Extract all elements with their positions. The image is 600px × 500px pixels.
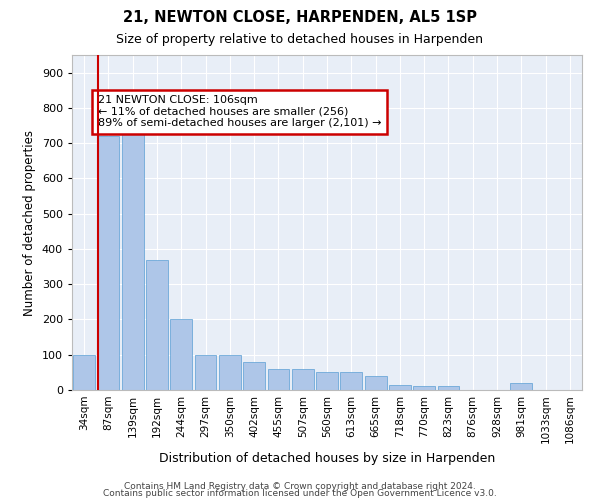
Bar: [170, 320, 192, 390]
Bar: [292, 369, 314, 390]
Text: 21, NEWTON CLOSE, HARPENDEN, AL5 1SP: 21, NEWTON CLOSE, HARPENDEN, AL5 1SP: [123, 10, 477, 25]
Bar: [316, 372, 338, 390]
Text: Contains HM Land Registry data © Crown copyright and database right 2024.: Contains HM Land Registry data © Crown c…: [124, 482, 476, 491]
Bar: [122, 132, 143, 390]
Text: Contains public sector information licensed under the Open Government Licence v3: Contains public sector information licen…: [103, 490, 497, 498]
Bar: [243, 362, 265, 390]
Bar: [413, 386, 435, 390]
Bar: [219, 354, 241, 390]
Bar: [340, 372, 362, 390]
Bar: [511, 383, 532, 390]
Text: 21 NEWTON CLOSE: 106sqm
← 11% of detached houses are smaller (256)
89% of semi-d: 21 NEWTON CLOSE: 106sqm ← 11% of detache…: [97, 95, 381, 128]
Bar: [97, 136, 119, 390]
X-axis label: Distribution of detached houses by size in Harpenden: Distribution of detached houses by size …: [159, 452, 495, 465]
Bar: [146, 260, 168, 390]
Bar: [194, 354, 217, 390]
Text: Size of property relative to detached houses in Harpenden: Size of property relative to detached ho…: [116, 32, 484, 46]
Bar: [73, 354, 95, 390]
Bar: [389, 384, 411, 390]
Bar: [437, 386, 460, 390]
Bar: [365, 376, 386, 390]
Y-axis label: Number of detached properties: Number of detached properties: [23, 130, 36, 316]
Bar: [268, 369, 289, 390]
